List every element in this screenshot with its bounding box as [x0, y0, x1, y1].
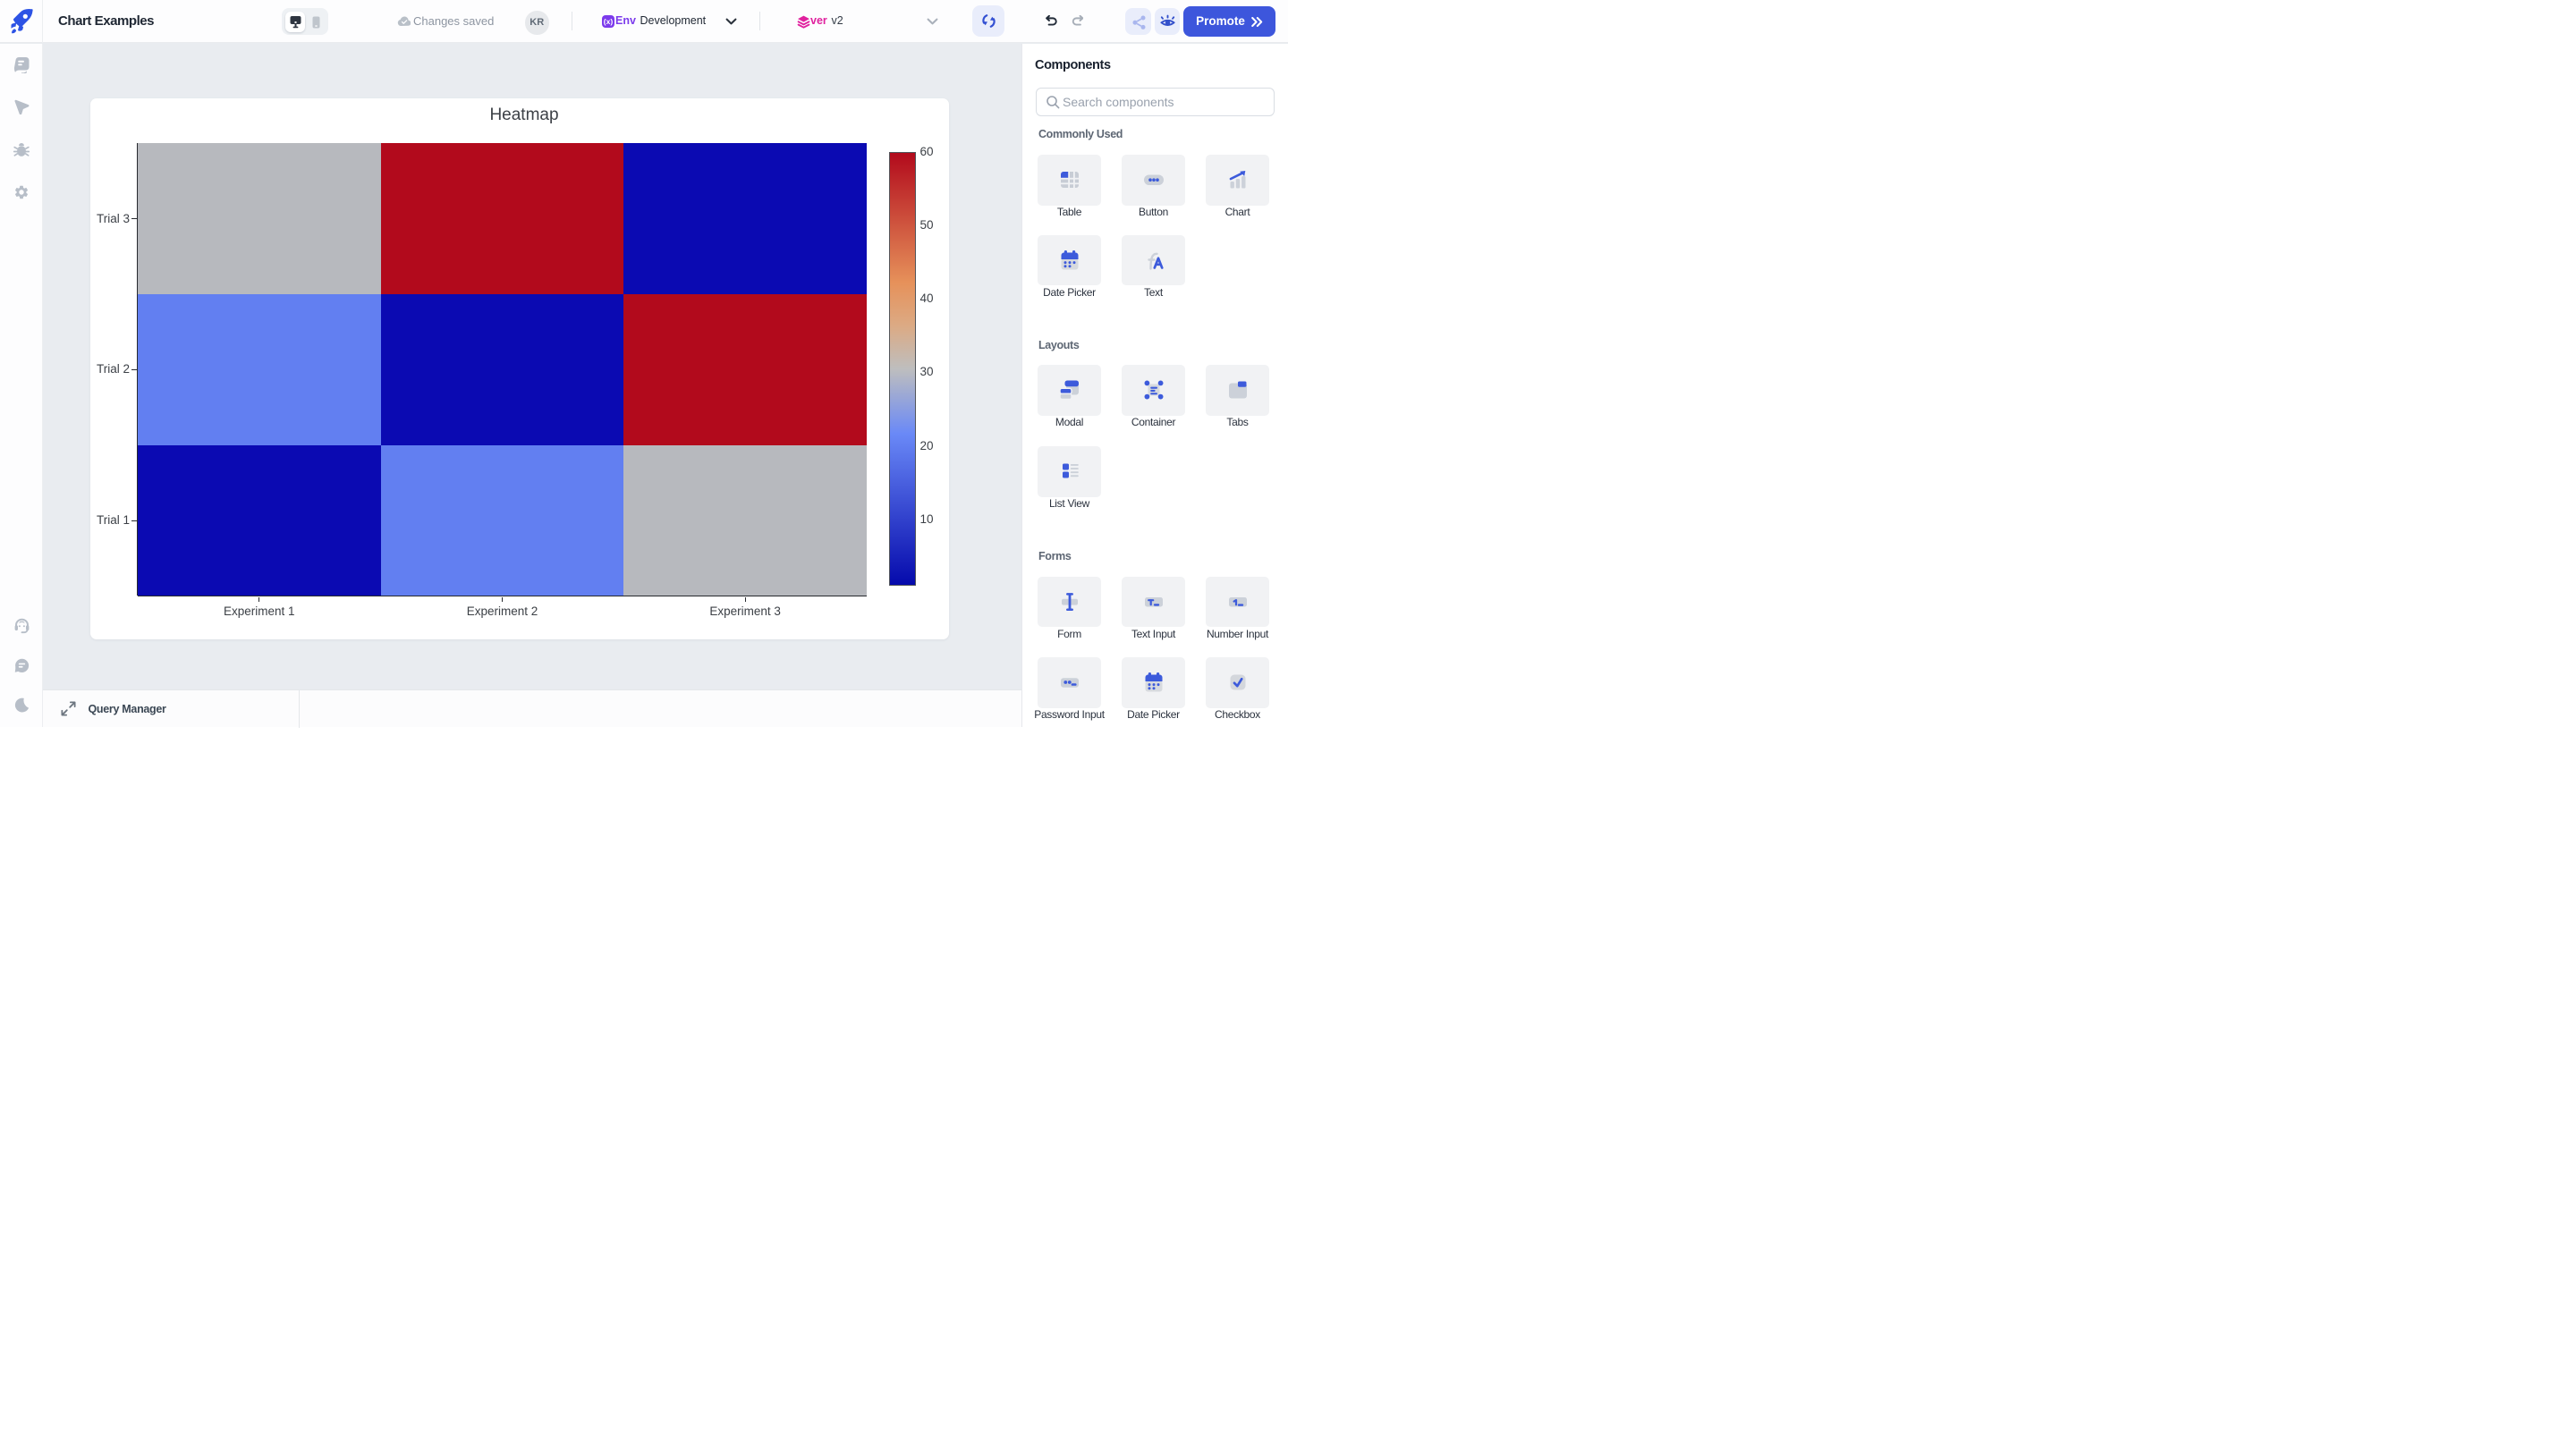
- svg-text:(x): (x): [603, 17, 613, 26]
